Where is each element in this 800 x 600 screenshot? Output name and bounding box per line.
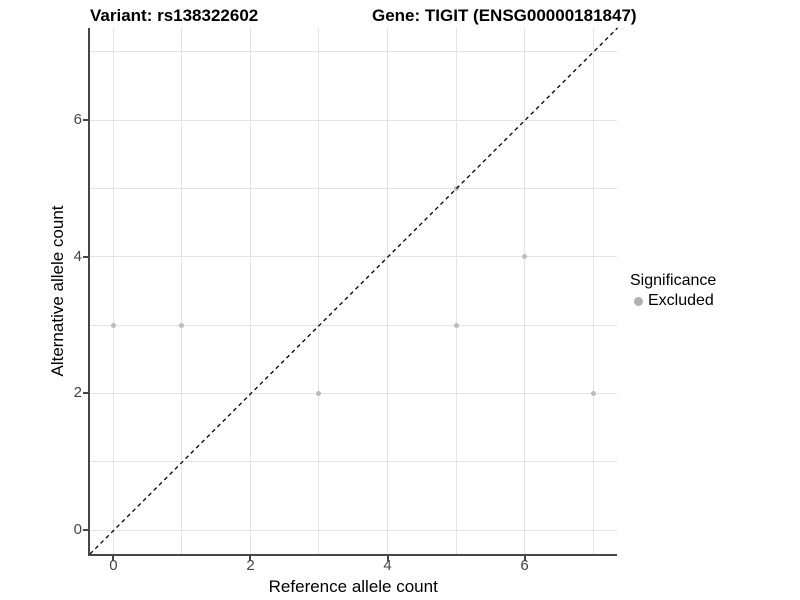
gridline-horizontal bbox=[89, 529, 617, 531]
x-tick-mark bbox=[523, 555, 526, 561]
x-tick-mark bbox=[249, 555, 252, 561]
gridline-vertical bbox=[524, 28, 526, 554]
gridline-vertical bbox=[249, 28, 251, 554]
x-tick-label: 6 bbox=[520, 557, 529, 574]
gridline-horizontal bbox=[89, 256, 617, 258]
x-axis-line bbox=[88, 553, 617, 556]
variant-title: Variant: rs138322602 bbox=[90, 6, 259, 25]
gridline-horizontal bbox=[89, 324, 617, 326]
y-tick-mark bbox=[83, 392, 88, 395]
gene-title: Gene: TIGIT (ENSG00000181847) bbox=[372, 6, 637, 25]
gridline-horizontal bbox=[89, 392, 617, 394]
gridline-vertical bbox=[181, 28, 183, 554]
data-point bbox=[316, 390, 322, 396]
y-axis-line bbox=[88, 28, 90, 556]
gridline-vertical bbox=[112, 28, 114, 554]
legend-item-label: Excluded bbox=[648, 292, 714, 309]
gridline-horizontal bbox=[89, 119, 617, 121]
x-tick-label: 4 bbox=[383, 557, 392, 574]
data-point bbox=[110, 322, 116, 328]
y-tick-label: 0 bbox=[73, 521, 82, 539]
legend: Significance Excluded bbox=[630, 272, 716, 310]
y-tick-label: 2 bbox=[73, 384, 82, 402]
data-point bbox=[179, 322, 185, 328]
gridline-horizontal bbox=[89, 51, 617, 53]
x-tick-mark bbox=[112, 555, 115, 561]
data-point bbox=[453, 322, 459, 328]
y-tick-mark bbox=[83, 529, 88, 532]
y-tick-mark bbox=[83, 119, 88, 122]
gridline-horizontal bbox=[89, 461, 617, 463]
x-axis-title: Reference allele count bbox=[268, 577, 438, 596]
y-tick-label: 4 bbox=[73, 247, 82, 265]
excluded-point-icon bbox=[634, 296, 643, 306]
data-point bbox=[590, 390, 596, 396]
identity-line bbox=[89, 27, 618, 555]
plot-panel bbox=[89, 27, 618, 555]
y-tick-mark bbox=[83, 255, 88, 258]
legend-item-excluded: Excluded bbox=[630, 292, 716, 310]
gridline-vertical bbox=[455, 28, 457, 554]
data-point bbox=[522, 254, 528, 260]
y-tick-label: 6 bbox=[73, 111, 82, 129]
gridline-vertical bbox=[387, 28, 388, 554]
gridline-vertical bbox=[592, 28, 594, 554]
x-tick-label: 0 bbox=[109, 557, 118, 574]
y-axis-title: Alternative allele count bbox=[48, 205, 67, 377]
gridline-vertical bbox=[318, 28, 320, 554]
gridline-horizontal bbox=[89, 188, 617, 190]
x-tick-mark bbox=[386, 555, 389, 561]
legend-title: Significance bbox=[630, 272, 717, 289]
x-tick-label: 2 bbox=[246, 557, 255, 574]
